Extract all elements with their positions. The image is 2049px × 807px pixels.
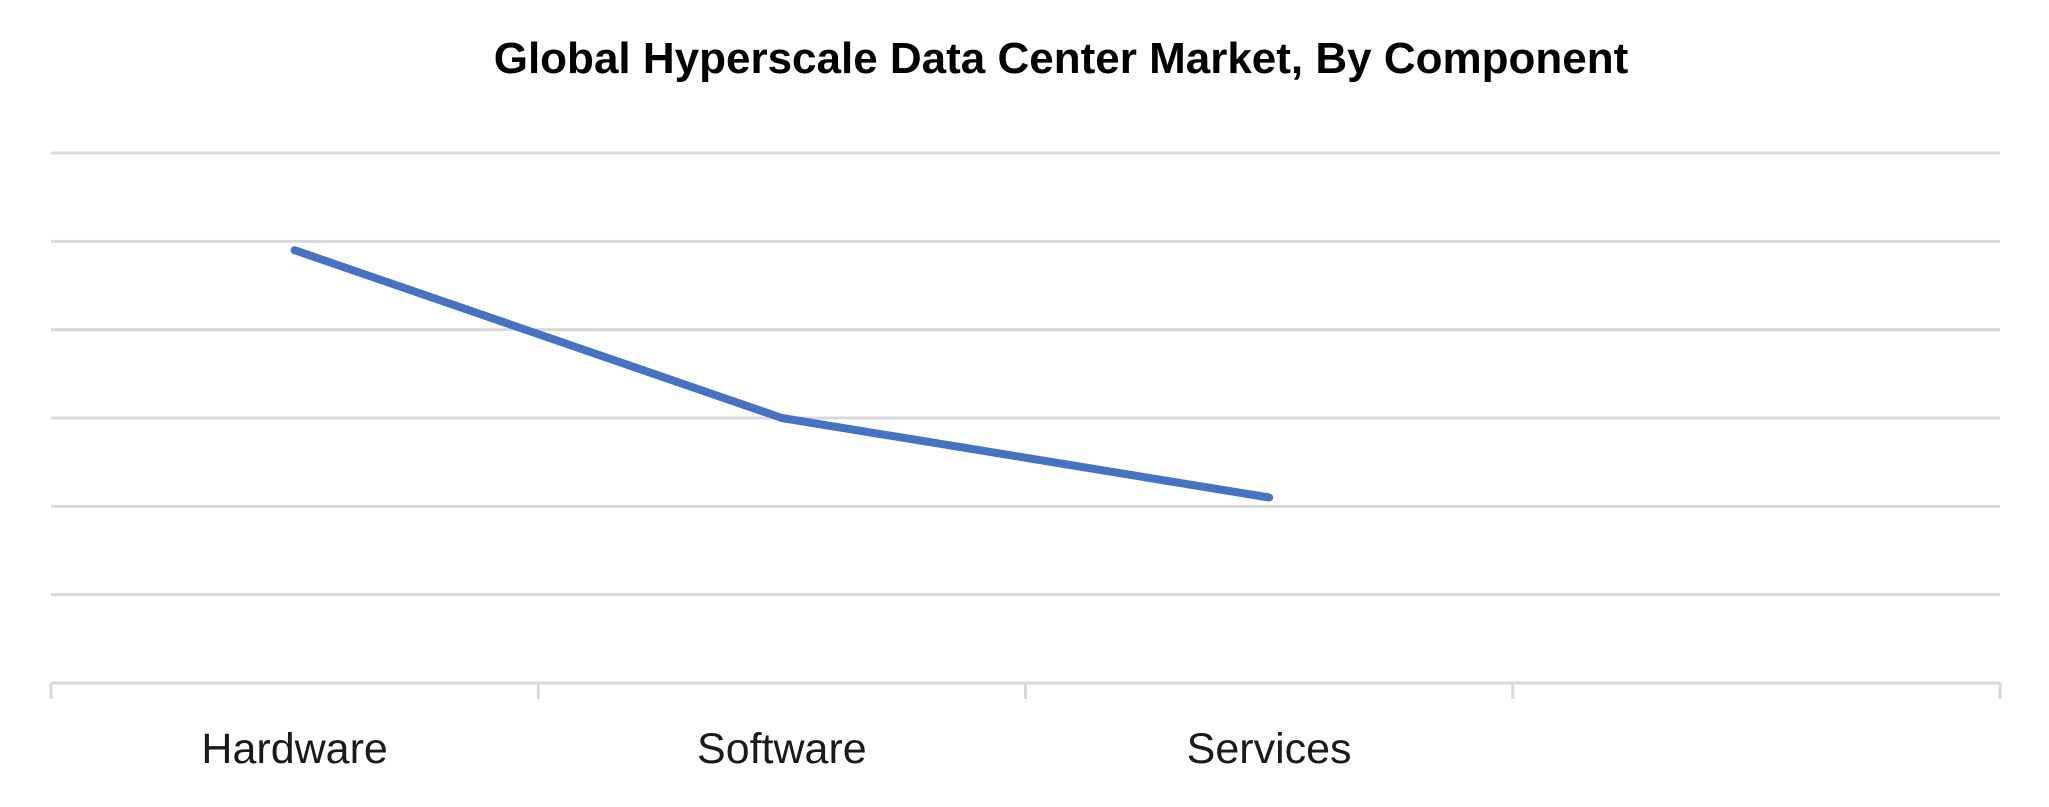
x-axis-tick-labels: Hardware Software Services <box>201 725 1351 773</box>
x-tick-label: Software <box>697 725 867 773</box>
plot-area <box>290 246 1274 502</box>
x-tick-label: Hardware <box>201 725 387 773</box>
gridlines <box>51 151 2000 597</box>
x-axis <box>49 681 2002 699</box>
chart-title: Global Hyperscale Data Center Market, By… <box>494 34 1629 83</box>
x-tick-label: Services <box>1187 725 1352 773</box>
series-line <box>290 246 1274 502</box>
